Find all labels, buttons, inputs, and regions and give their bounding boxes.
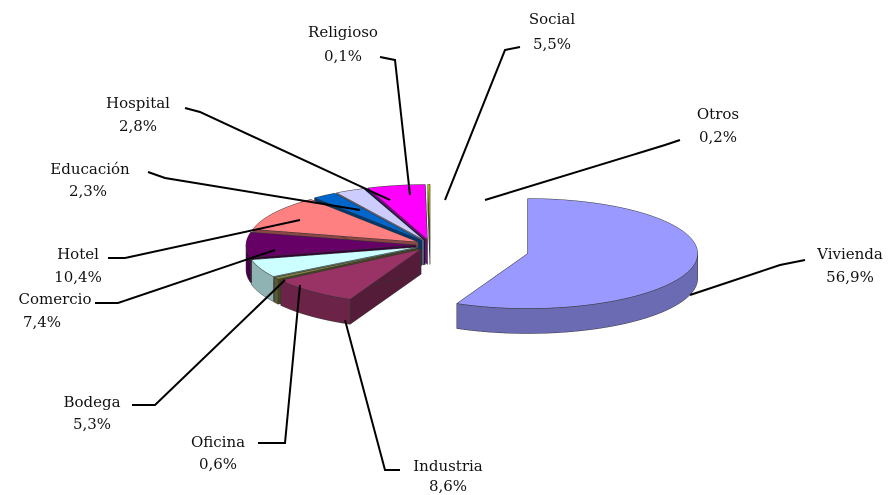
slice — [279, 249, 422, 300]
slice — [245, 231, 417, 258]
slice-value: 2,3% — [69, 182, 107, 200]
leader-line — [379, 56, 411, 196]
leader-line — [484, 139, 681, 201]
leader-line — [689, 259, 806, 296]
slice — [456, 198, 698, 309]
pie — [245, 184, 698, 334]
slice-value: 8,6% — [429, 477, 467, 495]
slice-value: 0,6% — [199, 455, 237, 473]
leader-line — [258, 284, 301, 444]
slice-label: Religioso — [308, 23, 378, 41]
slice-label: Hospital — [106, 94, 170, 112]
slice-label: Bodega — [63, 393, 120, 411]
slice-label: Social — [529, 10, 575, 28]
slice-value: 5,5% — [533, 35, 571, 53]
slice-label: Industria — [413, 457, 483, 475]
slice-value: 56,9% — [826, 268, 874, 286]
slice-value: 5,3% — [73, 415, 111, 433]
slice — [273, 247, 419, 280]
slice-label: Educación — [50, 160, 130, 178]
slice-label: Vivienda — [816, 245, 883, 263]
leader-line — [132, 279, 286, 406]
slice-value: 0,2% — [699, 128, 737, 146]
leader-lines — [95, 46, 806, 471]
slice — [252, 199, 419, 243]
slice — [367, 184, 428, 241]
slice-label: Oficina — [191, 433, 245, 451]
slice-value: 7,4% — [23, 313, 61, 331]
leader-line — [444, 46, 521, 201]
slice-label: Otros — [697, 105, 739, 123]
slice — [251, 246, 418, 277]
leader-line — [344, 319, 400, 471]
slice — [427, 184, 431, 240]
labels: Vivienda 56,9% Industria 8,6% Oficina 0,… — [18, 10, 882, 495]
slice-value: 2,8% — [119, 117, 157, 135]
leader-line — [147, 171, 361, 211]
leader-line — [108, 219, 301, 259]
leader-line — [184, 107, 391, 201]
slice — [313, 192, 423, 241]
slice-value: 0,1% — [324, 47, 362, 65]
leader-line — [95, 249, 276, 304]
slice-value: 10,4% — [54, 268, 102, 286]
slice-label: Hotel — [57, 245, 99, 263]
slice-label: Comercio — [18, 290, 91, 308]
